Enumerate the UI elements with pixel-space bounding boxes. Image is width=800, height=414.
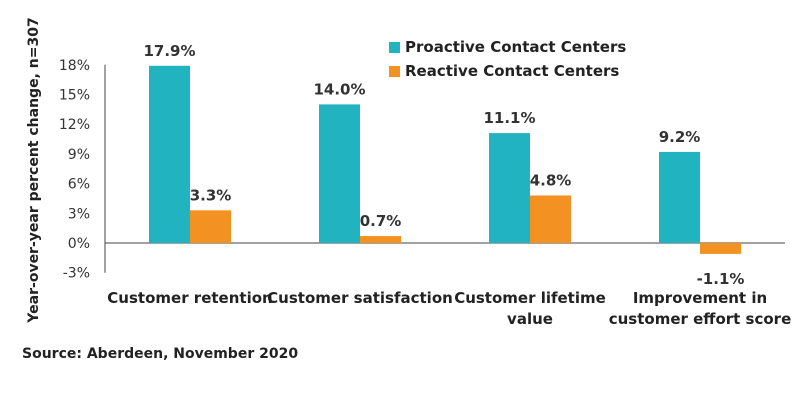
bar-proactive-0 <box>149 65 190 243</box>
y-tick-label: 15% <box>59 88 90 104</box>
bar-proactive-3 <box>659 151 700 243</box>
legend-label: Proactive Contact Centers <box>405 38 626 56</box>
category-label: Improvement in <box>633 289 767 307</box>
legend-label: Reactive Contact Centers <box>405 62 619 80</box>
bar-reactive-0 <box>190 210 231 243</box>
data-label: 3.3% <box>190 186 232 204</box>
legend-swatch <box>389 42 400 53</box>
legend-swatch <box>389 66 400 77</box>
bar-proactive-2 <box>489 133 530 243</box>
data-label: 17.9% <box>143 42 195 60</box>
data-label: 14.0% <box>313 80 365 98</box>
y-tick-label: -3% <box>63 266 90 282</box>
y-axis-label: Year-over-year percent change, n=307 <box>26 17 42 323</box>
data-labels: 17.9% 3.3% 14.0% 0.7% 11.1% 4.8% 9.2% -1.1% <box>143 42 744 288</box>
data-label: -1.1% <box>697 270 745 288</box>
bars <box>149 65 741 254</box>
source-note: Source: Aberdeen, November 2020 <box>22 346 299 362</box>
bar-reactive-3 <box>700 243 741 254</box>
category-label: customer effort score <box>609 310 792 328</box>
y-tick-label: 3% <box>68 206 90 222</box>
y-tick-label: 18% <box>59 58 90 74</box>
bar-reactive-2 <box>530 195 571 243</box>
category-label: Customer lifetime <box>454 289 606 307</box>
y-tick-label: 0% <box>68 236 90 252</box>
bar-chart: Year-over-year percent change, n=307 18%… <box>26 17 791 328</box>
data-label: 0.7% <box>360 212 402 230</box>
category-label: Customer retention <box>107 289 272 307</box>
y-axis-ticks: 18% 15% 12% 9% 6% 3% 0% -3% <box>59 58 90 282</box>
y-tick-label: 6% <box>68 177 90 193</box>
category-label: value <box>507 310 553 328</box>
y-tick-label: 9% <box>68 147 90 163</box>
bar-proactive-1 <box>319 104 360 244</box>
data-label: 9.2% <box>659 128 701 146</box>
bar-reactive-1 <box>360 236 401 243</box>
legend: Proactive Contact Centers Reactive Contac… <box>389 38 626 80</box>
category-label: Customer satisfaction <box>267 289 453 307</box>
y-tick-label: 12% <box>59 117 90 133</box>
data-label: 11.1% <box>483 109 535 127</box>
data-label: 4.8% <box>530 171 572 189</box>
